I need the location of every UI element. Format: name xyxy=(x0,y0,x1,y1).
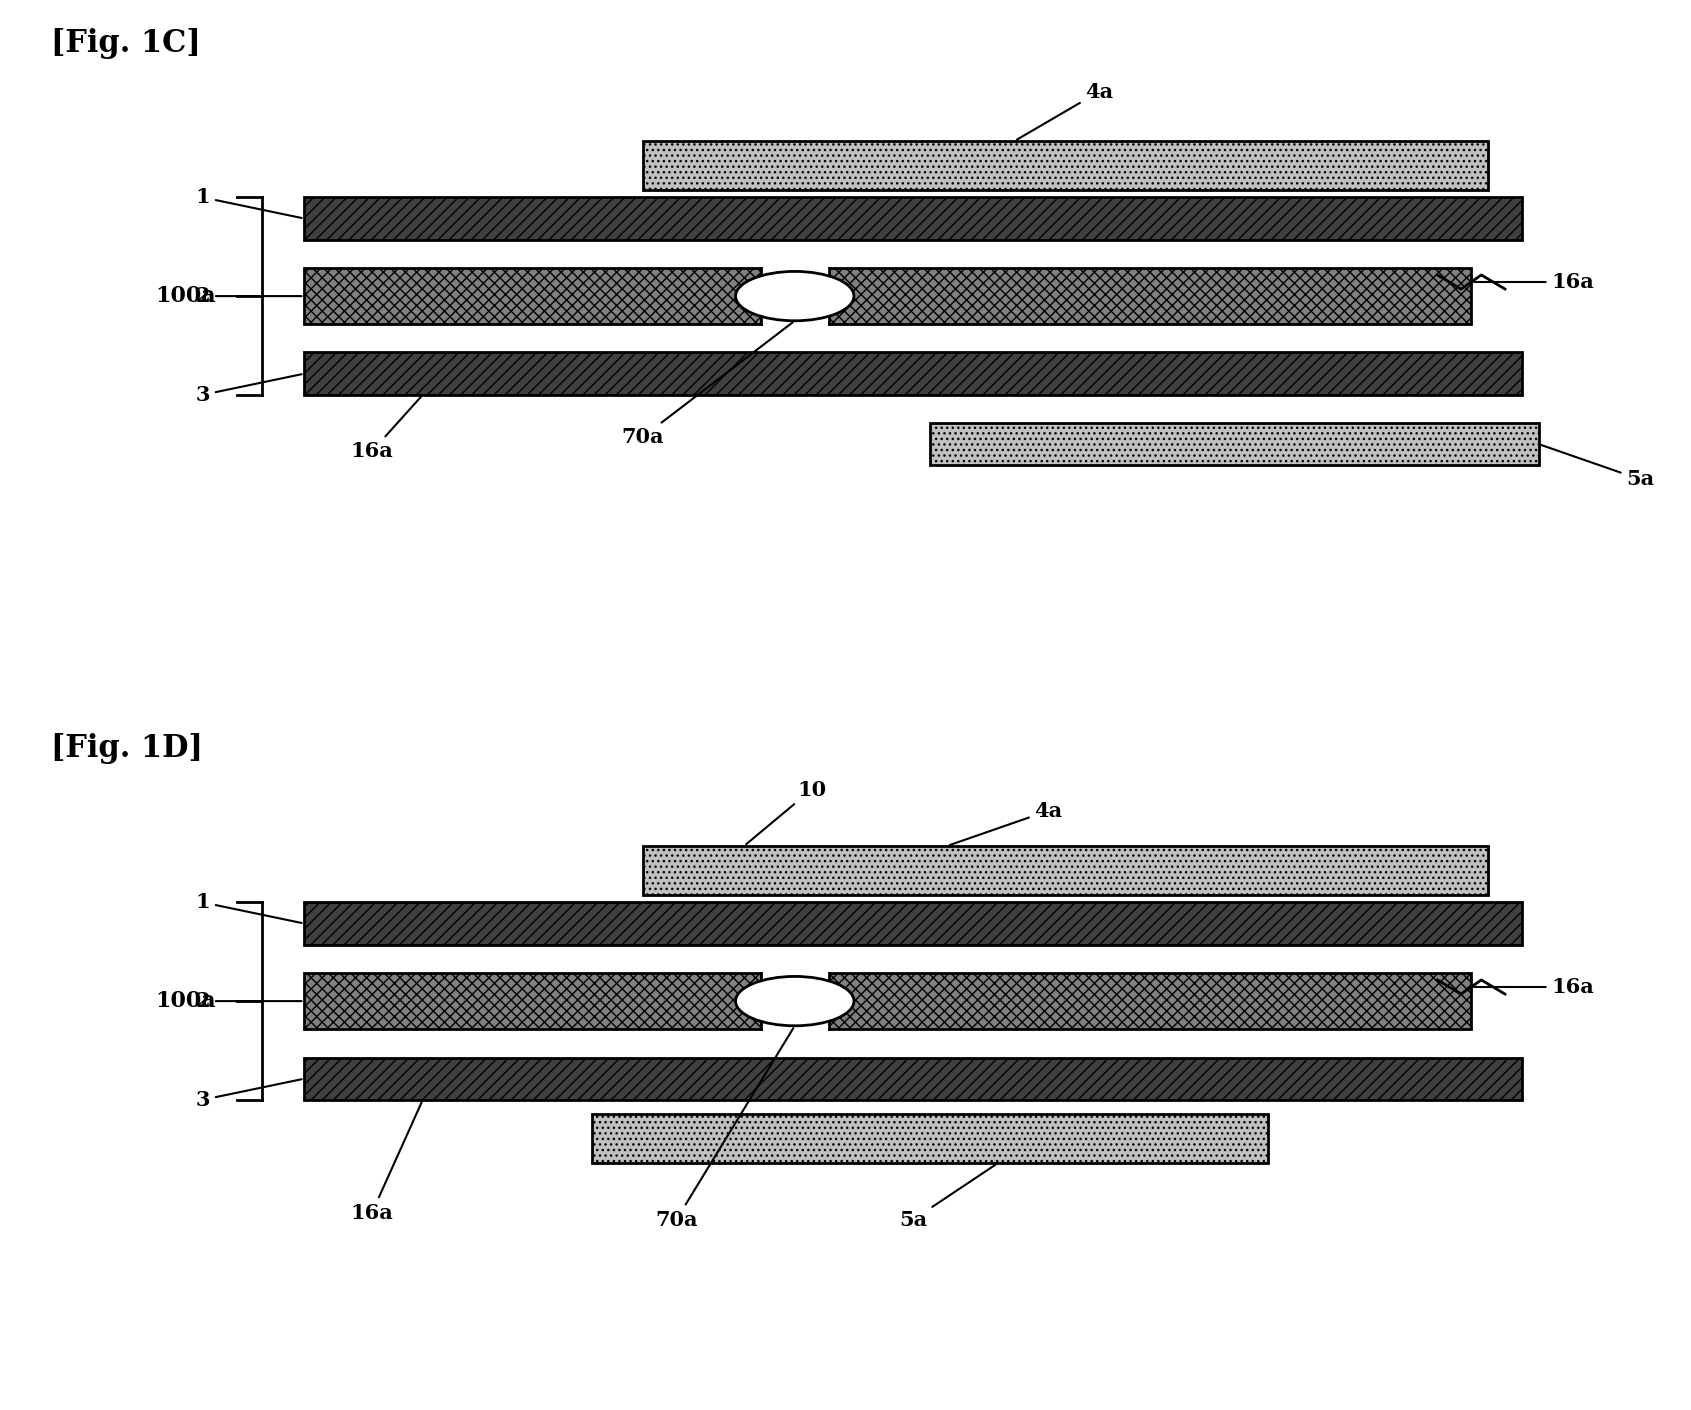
Text: 5a: 5a xyxy=(900,1165,996,1230)
Text: 4a: 4a xyxy=(950,801,1062,845)
Text: [Fig. 1D]: [Fig. 1D] xyxy=(51,733,203,764)
Text: 2: 2 xyxy=(196,991,301,1011)
Text: 100a: 100a xyxy=(156,285,216,307)
Text: 4a: 4a xyxy=(1016,82,1113,140)
Bar xyxy=(304,352,1522,395)
Text: 5a: 5a xyxy=(1542,446,1654,489)
Bar xyxy=(643,846,1488,895)
Bar xyxy=(829,973,1471,1029)
Bar xyxy=(930,423,1539,465)
Bar xyxy=(304,902,1522,945)
Text: 10: 10 xyxy=(746,780,827,845)
Bar xyxy=(304,268,761,324)
Text: 16a: 16a xyxy=(350,1103,421,1222)
Bar xyxy=(304,973,761,1029)
Text: 1: 1 xyxy=(196,893,301,924)
Text: 100a: 100a xyxy=(156,990,216,1012)
Text: 16a: 16a xyxy=(1475,272,1595,292)
Text: 2: 2 xyxy=(196,286,301,306)
Text: 3: 3 xyxy=(196,1079,301,1110)
Circle shape xyxy=(736,271,854,320)
Text: 3: 3 xyxy=(196,374,301,405)
Bar xyxy=(304,1058,1522,1100)
Text: 16a: 16a xyxy=(350,396,421,461)
Text: 1: 1 xyxy=(196,188,301,219)
Bar xyxy=(761,268,829,324)
Text: 70a: 70a xyxy=(621,323,793,447)
Text: 16a: 16a xyxy=(1475,977,1595,997)
Bar xyxy=(829,268,1471,324)
Text: [Fig. 1C]: [Fig. 1C] xyxy=(51,28,201,59)
Bar xyxy=(643,141,1488,190)
Text: 70a: 70a xyxy=(654,1028,793,1230)
Bar xyxy=(304,197,1522,240)
Bar xyxy=(761,973,829,1029)
Circle shape xyxy=(736,976,854,1026)
Bar xyxy=(592,1114,1268,1163)
